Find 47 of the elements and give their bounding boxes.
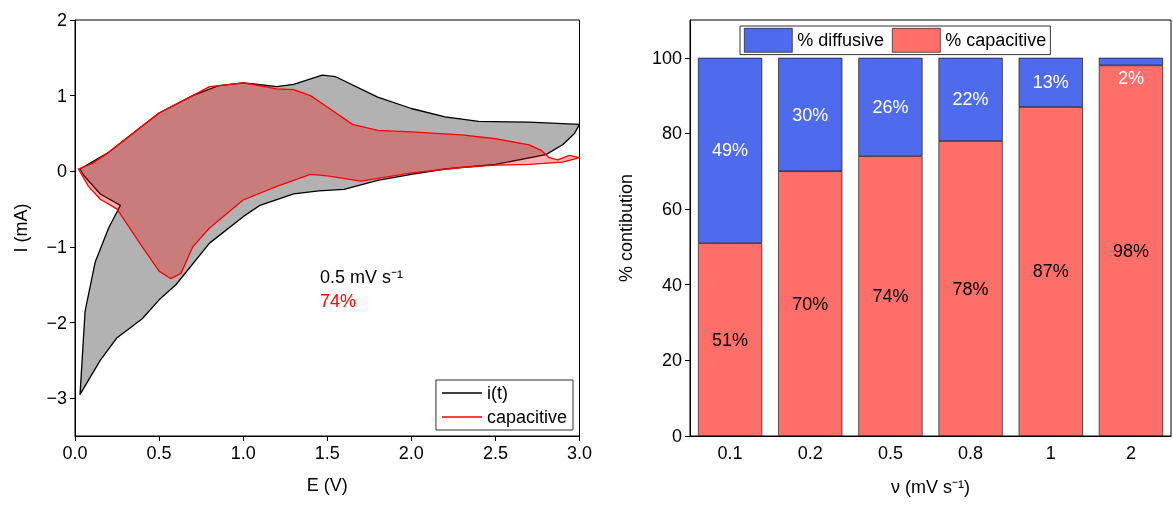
data-label: 49% — [712, 140, 749, 161]
data-label: 74% — [872, 286, 909, 307]
data-label: 13% — [1032, 72, 1069, 93]
data-label: 30% — [792, 104, 829, 125]
legend-label: i(t) — [486, 383, 508, 403]
x-axis-title: ν (mV s⁻¹) — [891, 477, 970, 497]
y-axis-title: I (mA) — [11, 203, 31, 253]
x-tick-label: 0.0 — [62, 443, 88, 463]
data-label: 51% — [712, 329, 749, 350]
y-tick-label: 1 — [56, 85, 67, 106]
x-tick-label: 2.5 — [482, 443, 508, 463]
x-tick-label: 0.5 — [146, 443, 172, 463]
y-tick-label: 100 — [651, 47, 682, 68]
y-tick-label: 40 — [661, 274, 682, 295]
y-tick-label: 60 — [661, 199, 682, 220]
data-label: 87% — [1032, 261, 1069, 282]
x-axis-title: E (V) — [306, 475, 348, 495]
x-tick-label: 2 — [1125, 443, 1136, 463]
y-tick-label: 0 — [56, 161, 67, 182]
y-tick-label: 20 — [661, 350, 682, 371]
legend-label: % capacitive — [945, 30, 1047, 51]
data-label: 70% — [792, 293, 829, 314]
y-tick-label: −2 — [46, 312, 67, 333]
x-tick-label: 1.0 — [230, 443, 256, 463]
y-tick-label: 80 — [661, 123, 682, 144]
x-tick-label: 3.0 — [566, 443, 592, 463]
data-label: 22% — [952, 89, 989, 110]
annotation: 74% — [320, 291, 357, 311]
x-tick-label: 1 — [1045, 443, 1056, 463]
data-label: 2% — [1117, 68, 1144, 89]
annotation: 0.5 mV s⁻¹ — [320, 267, 404, 287]
y-tick-label: −3 — [46, 388, 67, 409]
y-tick-label: 2 — [56, 10, 67, 30]
x-tick-label: 1.5 — [314, 443, 340, 463]
x-tick-label: 2.0 — [398, 443, 424, 463]
y-tick-label: 0 — [671, 426, 682, 446]
y-axis-title: % contibution — [616, 173, 636, 283]
y-tick-label: −1 — [46, 236, 67, 257]
legend-label: capacitive — [486, 407, 567, 427]
data-label: 98% — [1112, 240, 1149, 261]
x-tick-label: 0.5 — [877, 443, 903, 463]
data-label: 78% — [952, 278, 989, 299]
data-label: 26% — [872, 96, 909, 117]
x-tick-label: 0.8 — [958, 443, 984, 463]
x-tick-label: 0.1 — [717, 443, 743, 463]
legend-label: % diffusive — [797, 30, 885, 51]
x-tick-label: 0.2 — [797, 443, 823, 463]
